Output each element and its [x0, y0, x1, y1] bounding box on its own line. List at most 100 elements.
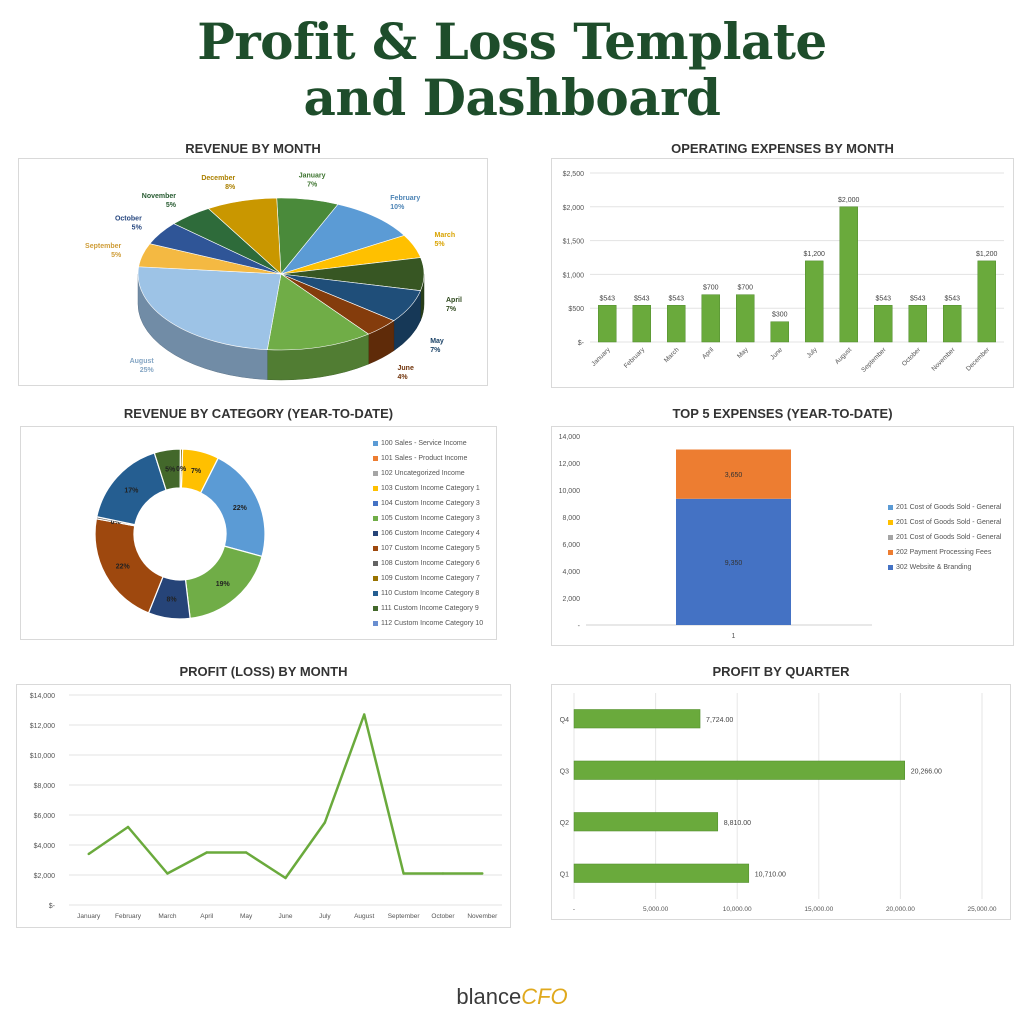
legend-swatch	[373, 621, 378, 626]
pie-value-may: 7%	[430, 347, 441, 354]
donut-label-7: 5%	[165, 467, 176, 474]
legend-swatch	[373, 471, 378, 476]
bar-value-label: $543	[910, 295, 926, 302]
pie-label-january: January	[299, 173, 326, 180]
legend-item: 100 Sales - Service Income	[373, 436, 483, 451]
legend-label: 107 Custom Income Category 5	[381, 545, 480, 552]
legend-label: 112 Custom Income Category 10	[381, 620, 484, 627]
x-tick-label: December	[965, 346, 992, 373]
legend-item: 302 Website & Branding	[888, 560, 1001, 575]
legend-swatch	[888, 535, 893, 540]
bar-value-label: $700	[703, 285, 719, 292]
legend-swatch	[373, 546, 378, 551]
legend-item: 201 Cost of Goods Sold - General	[888, 515, 1001, 530]
x-tick-label: 15,000.00	[804, 906, 833, 913]
y-tick-label: $12,000	[30, 723, 55, 730]
y-tick-label: $1,500	[563, 239, 585, 246]
bar-value-label: $543	[634, 295, 650, 302]
legend-item: 108 Custom Income Category 6	[373, 556, 483, 571]
pie-value-september: 5%	[111, 252, 122, 259]
pie-slice-february	[280, 203, 405, 275]
revenue-by-month-chart: January 7% February 10% March 5% April 7% May 7% J…	[18, 158, 488, 386]
line-point-september	[402, 872, 405, 875]
donut-label-4: 22%	[116, 563, 131, 570]
bar-july	[805, 260, 824, 343]
legend-item: 102 Uncategorized Income	[373, 466, 483, 481]
legend-label: 103 Custom Income Category 1	[381, 485, 480, 492]
y-tick-label: 4,000	[562, 569, 580, 576]
pie-value-november: 5%	[166, 202, 177, 209]
legend-label: 109 Custom Income Category 7	[381, 575, 480, 582]
legend-label: 105 Custom Income Category 3	[381, 515, 480, 522]
y-tick-label: Q3	[560, 768, 569, 775]
pie-label-november: November	[142, 193, 177, 200]
line-point-may	[244, 851, 248, 854]
legend-swatch	[888, 550, 893, 555]
y-tick-label: 14,000	[559, 434, 581, 441]
x-tick-label: -	[573, 906, 575, 913]
revenue-by-category-title: REVENUE BY CATEGORY (YEAR-TO-DATE)	[123, 406, 394, 421]
y-tick-label: $2,000	[34, 873, 56, 880]
legend-swatch	[373, 606, 378, 611]
x-tick-label: September	[860, 346, 888, 374]
bar-value-label: $1,200	[976, 251, 998, 258]
y-tick-label: Q4	[560, 717, 569, 724]
operating-expenses-title: OPERATING EXPENSES BY MONTH	[671, 141, 894, 156]
y-tick-label: $4,000	[34, 843, 56, 850]
legend-item: 103 Custom Income Category 1	[373, 481, 483, 496]
bar-november	[943, 305, 962, 343]
legend-item: 107 Custom Income Category 5	[373, 541, 483, 556]
legend-label: 102 Uncategorized Income	[381, 470, 465, 477]
y-tick-label: $2,000	[563, 205, 585, 212]
bar-august	[839, 206, 858, 343]
y-tick-label: $-	[578, 340, 585, 347]
bar-value-label: 7,724.00	[706, 717, 733, 724]
x-tick-label: March	[663, 346, 681, 364]
pie-slice-december	[207, 197, 282, 275]
legend-label: 201 Cost of Goods Sold - General	[896, 504, 1002, 511]
y-tick-label: 2,000	[562, 596, 580, 603]
legend-label: 201 Cost of Goods Sold - General	[896, 519, 1002, 526]
x-tick-label: 5,000.00	[643, 906, 669, 913]
bar-march	[667, 305, 686, 343]
line-point-june	[284, 876, 287, 880]
x-tick-label: February	[115, 913, 142, 920]
legend-swatch	[888, 565, 893, 570]
pie-label-june: June	[398, 365, 414, 372]
top-expenses-stacked-bar: - 2,000 4,000 6,000 8,000 10,000 12,000 14,000 9…	[559, 434, 872, 640]
legend-swatch	[373, 516, 378, 521]
donut-label-6: 17%	[124, 488, 139, 495]
y-tick-label: Q1	[560, 871, 569, 878]
top-expenses-title: TOP 5 EXPENSES (YEAR-TO-DATE)	[672, 406, 893, 421]
legend-label: 106 Custom Income Category 4	[381, 530, 480, 537]
pie-value-june: 4%	[398, 374, 409, 381]
x-tick-label: October	[431, 913, 455, 920]
line-point-april	[205, 851, 208, 854]
pie-label-september: September	[85, 243, 121, 250]
line-point-february	[126, 825, 130, 829]
x-tick-label: January	[590, 346, 612, 368]
legend-swatch	[373, 501, 378, 506]
bar-value-label: $543	[944, 295, 960, 302]
legend-swatch	[888, 520, 893, 525]
x-tick-label: April	[701, 346, 716, 361]
stacked-segment-label: 9,350	[725, 560, 743, 567]
x-tick-label: April	[200, 913, 214, 920]
bar-february	[632, 305, 651, 343]
profit-by-month-chart: $- $2,000 $4,000 $6,000 $8,000 $10,000 $12,000…	[16, 684, 511, 928]
x-tick-label: July	[806, 346, 820, 360]
page-title-line1: Profit & Loss Template	[197, 12, 827, 71]
legend-label: 101 Sales - Product Income	[381, 455, 468, 462]
top-expenses-legend: 201 Cost of Goods Sold - General 201 Cost…	[888, 500, 1001, 575]
y-tick-label: $10,000	[30, 753, 55, 760]
profit-by-quarter-title: PROFIT BY QUARTER	[712, 664, 850, 679]
y-tick-label: 10,000	[559, 488, 581, 495]
stacked-segment-302-website-branding	[676, 498, 791, 625]
pie-value-april: 7%	[446, 306, 457, 313]
donut-label-1: 22%	[233, 505, 248, 512]
y-tick-label: $8,000	[34, 783, 56, 790]
bar-april	[701, 294, 720, 343]
legend-label: 201 Cost of Goods Sold - General	[896, 534, 1002, 541]
bar-value-label: $300	[772, 312, 788, 319]
stacked-segment-label: 3,650	[725, 472, 743, 479]
